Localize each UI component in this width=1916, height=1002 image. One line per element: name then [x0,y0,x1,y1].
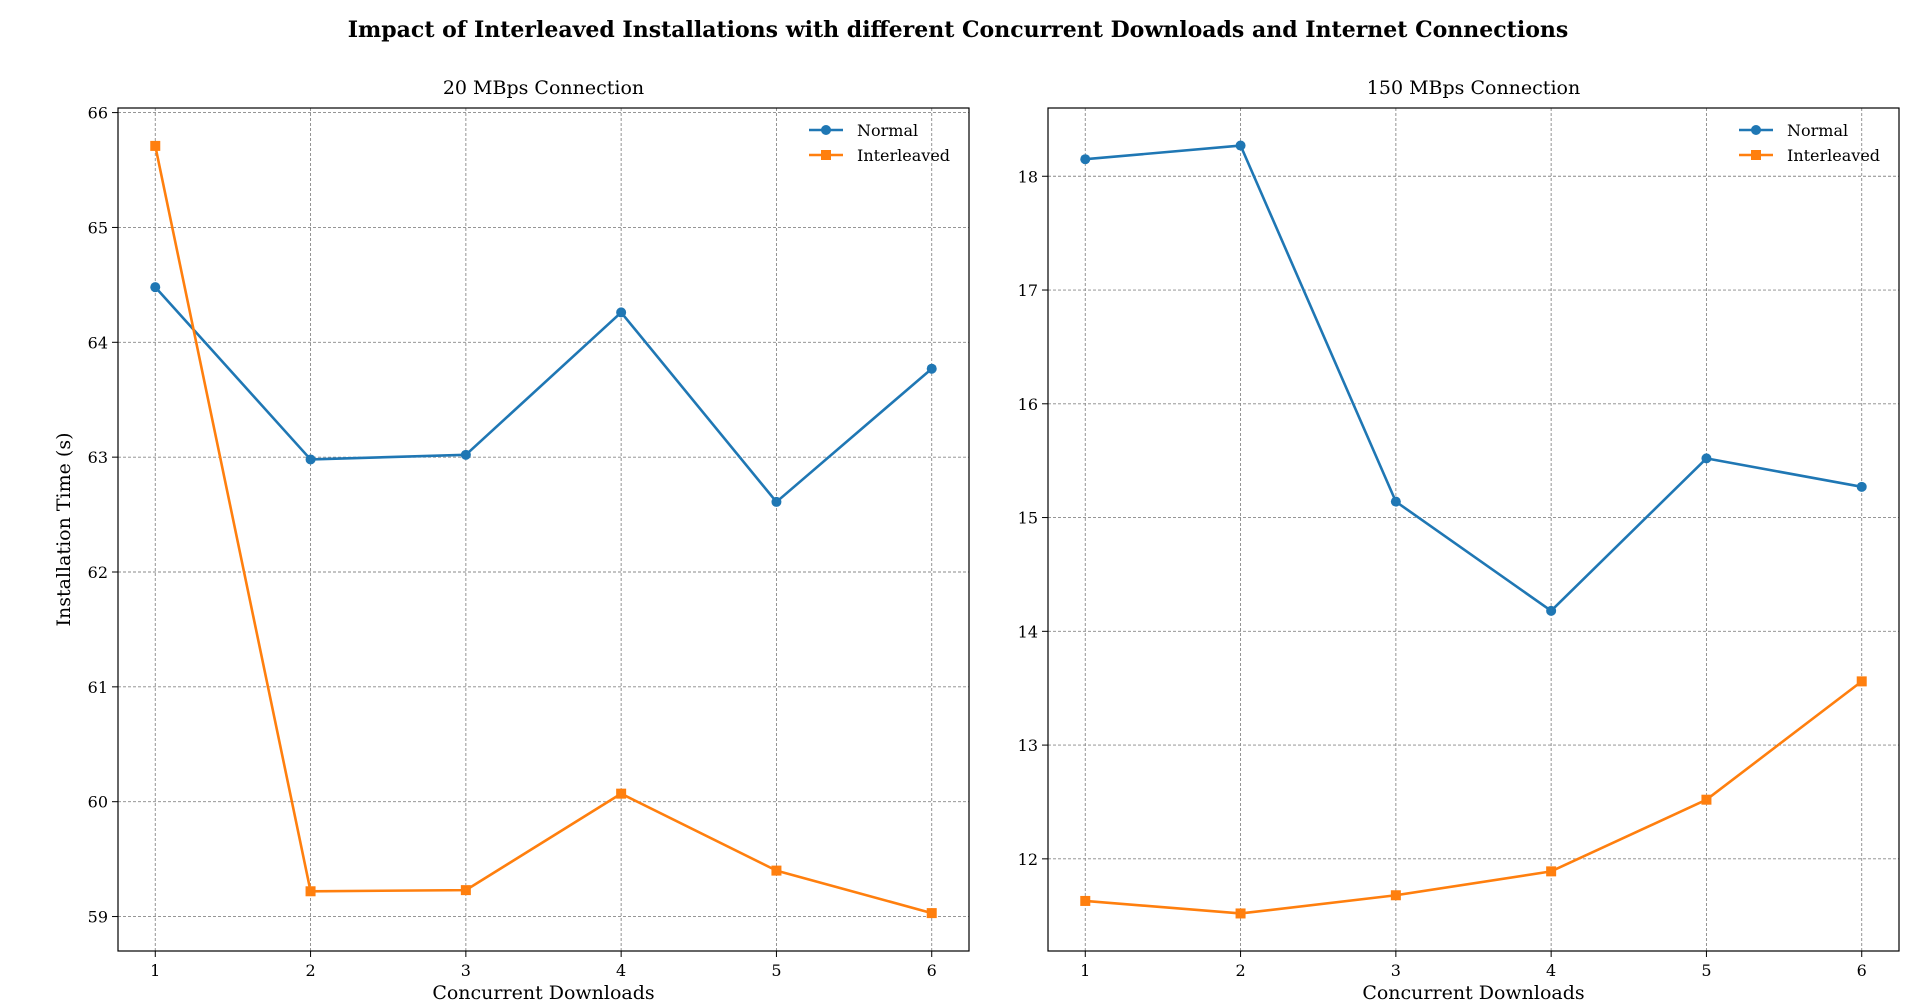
y-tick-label: 63 [88,448,108,467]
data-point-normal [1546,605,1557,616]
x-tick-label: 5 [771,961,781,980]
data-point-interleaved [616,788,627,799]
data-point-normal [771,496,782,507]
y-tick-label: 16 [1018,395,1038,414]
data-point-normal [616,307,627,318]
x-tick-label: 6 [927,961,937,980]
data-point-normal [305,454,316,465]
legend-marker-normal [821,125,831,135]
series-line-interleaved [1085,680,1863,915]
legend-label-interleaved: Interleaved [857,146,950,165]
x-tick-label: 6 [1857,961,1867,980]
x-tick-label: 1 [150,961,160,980]
data-point-normal [1701,453,1712,464]
data-point-interleaved [1701,794,1712,805]
data-point-normal [460,449,471,460]
x-tick-label: 1 [1080,961,1090,980]
legend: Normal Interleaved [1739,121,1880,165]
x-tick-label: 4 [616,961,626,980]
y-tick-label: 12 [1018,850,1038,869]
x-tick-label: 3 [1391,961,1401,980]
data-point-normal [1390,496,1401,507]
data-point-normal [926,363,937,374]
legend-marker-interleaved [1751,150,1761,160]
data-point-interleaved [1546,866,1557,877]
series-line-normal [1085,144,1862,613]
series-line-interleaved [153,145,933,915]
y-tick-label: 62 [88,563,108,582]
data-point-interleaved [1235,908,1246,919]
plot-area-frame [117,107,970,952]
y-tick-label: 59 [88,908,108,927]
y-tick-label: 64 [88,333,108,352]
series-line-normal [154,286,933,504]
data-point-normal [150,282,161,293]
legend-marker-normal [1751,125,1761,135]
series-normal [1080,140,1867,616]
legend-label-interleaved: Interleaved [1787,146,1880,165]
figure-title: Impact of Interleaved Installations with… [348,17,1569,43]
y-tick-label: 66 [88,104,108,123]
x-tick-label: 4 [1546,961,1556,980]
y-tick-label: 60 [88,793,108,812]
series-interleaved [1080,676,1867,919]
y-tick-label: 13 [1018,736,1038,755]
data-point-interleaved [1390,890,1401,901]
y-tick-label: 15 [1018,509,1038,528]
legend: Normal Interleaved [809,121,950,165]
series-normal [150,282,937,507]
data-point-normal [1235,140,1246,151]
legend-label-normal: Normal [857,121,918,140]
data-point-interleaved [150,140,161,151]
y-tick-label: 18 [1018,167,1038,186]
data-point-interleaved [926,908,937,919]
data-point-normal [1080,154,1091,165]
x-tick-label: 5 [1701,961,1711,980]
data-point-interleaved [1856,676,1867,687]
y-tick-label: 61 [88,678,108,697]
data-point-normal [1856,481,1867,492]
legend-marker-interleaved [821,150,831,160]
data-point-interleaved [305,886,316,897]
y-tick-label: 17 [1018,281,1038,300]
data-point-interleaved [771,865,782,876]
y-tick-label: 65 [88,218,108,237]
x-tick-label: 2 [1235,961,1245,980]
chart-panel-20mbps: 1 2 3 4 5 6 59 60 61 62 63 64 65 66 20 MBps Connection… [53,77,970,1002]
x-tick-label: 3 [461,961,471,980]
y-tick-label: 14 [1018,622,1038,641]
x-axis-label: Concurrent Downloads [432,982,654,1002]
data-point-interleaved [1080,895,1091,906]
panel-title: 150 MBps Connection [1367,77,1580,99]
panel-title: 20 MBps Connection [443,77,644,99]
y-axis-label: Installation Time (s) [53,433,75,627]
x-tick-label: 2 [305,961,315,980]
plot-area-frame [1047,107,1900,952]
legend-label-normal: Normal [1787,121,1848,140]
series-interleaved [150,140,937,919]
x-axis-label: Concurrent Downloads [1362,982,1584,1002]
data-point-interleaved [460,885,471,896]
